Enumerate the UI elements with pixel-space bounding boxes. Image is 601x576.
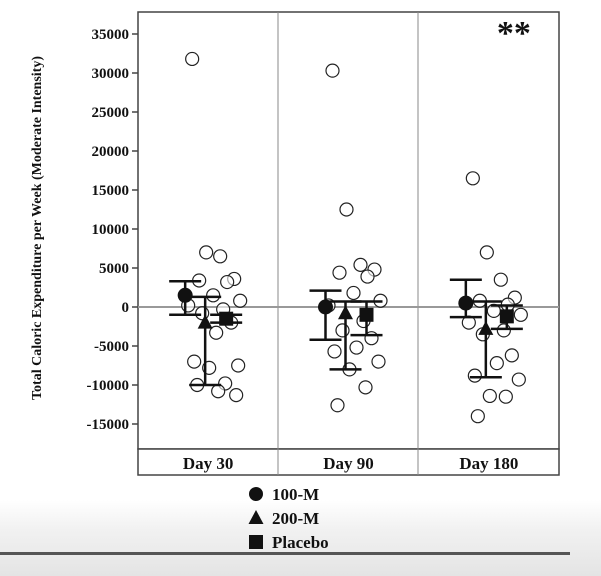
data-point [332, 265, 347, 280]
data-point [479, 245, 494, 260]
y-tick-label: 5000 [99, 261, 129, 277]
individual-points [181, 51, 528, 424]
category-labels: Day 30 Day 90 Day 180 [183, 454, 518, 473]
y-tick-label: 15000 [92, 183, 130, 199]
category-label: Day 30 [183, 454, 234, 473]
data-point [493, 272, 508, 287]
data-point [489, 356, 504, 371]
mean-marker-placebo [359, 307, 374, 322]
data-point [511, 372, 526, 387]
data-point [496, 323, 511, 338]
data-point [187, 354, 202, 369]
data-point [360, 269, 375, 284]
mean-marker-200m [197, 314, 213, 329]
category-label: Day 90 [323, 454, 374, 473]
y-tick-label: -5000 [94, 339, 129, 355]
data-point [346, 285, 361, 301]
error-bars [169, 278, 523, 387]
data-point [231, 358, 246, 373]
data-point [467, 368, 482, 383]
significance-annotation: ** [497, 15, 531, 52]
data-point [349, 340, 364, 355]
data-point [339, 202, 354, 217]
data-point [220, 274, 235, 290]
data-point [206, 288, 221, 303]
y-tick-label: 30000 [92, 66, 130, 82]
data-point [330, 398, 345, 413]
mean-marker-100m [177, 287, 193, 303]
y-axis: 35000 30000 25000 20000 15000 10000 5000 0 -5000… [87, 27, 138, 433]
category-strip [137, 448, 560, 476]
data-point [199, 245, 214, 260]
y-tick-label: 35000 [92, 27, 130, 43]
data-point [229, 388, 244, 403]
y-tick-label: -10000 [87, 378, 130, 394]
y-tick-label: 20000 [92, 144, 130, 160]
category-label: Day 180 [459, 454, 518, 473]
y-axis-label: Total Caloric Expenditure per Week (Mode… [30, 56, 45, 400]
data-point [358, 380, 373, 395]
mean-marker-200m [478, 320, 494, 335]
y-tick-label: 10000 [92, 222, 130, 238]
data-point [211, 384, 226, 399]
mean-marker-100m [458, 295, 474, 311]
data-point [325, 63, 340, 78]
mean-marker-placebo [499, 309, 514, 324]
data-point [498, 389, 513, 404]
plot-area [137, 11, 560, 476]
data-point [470, 409, 485, 424]
mean-marker-placebo [219, 311, 234, 326]
bottom-divider [0, 552, 570, 555]
annotations: ** [497, 15, 531, 52]
data-point [209, 325, 224, 340]
data-point [233, 293, 248, 308]
mean-marker-200m [338, 305, 353, 320]
data-point [513, 307, 528, 322]
y-tick-label: -15000 [87, 417, 130, 433]
mean-markers [177, 287, 514, 335]
data-point [185, 51, 200, 67]
data-point [353, 257, 368, 272]
legend-background [0, 500, 601, 576]
data-point [335, 323, 350, 338]
data-point [327, 344, 342, 359]
mean-marker-100m [318, 299, 333, 315]
y-tick-label: 25000 [92, 105, 130, 121]
data-point [213, 249, 228, 264]
data-point [371, 354, 386, 369]
data-point [482, 388, 497, 404]
y-tick-label: 0 [122, 300, 130, 316]
data-point [465, 171, 480, 186]
data-point [504, 348, 519, 363]
